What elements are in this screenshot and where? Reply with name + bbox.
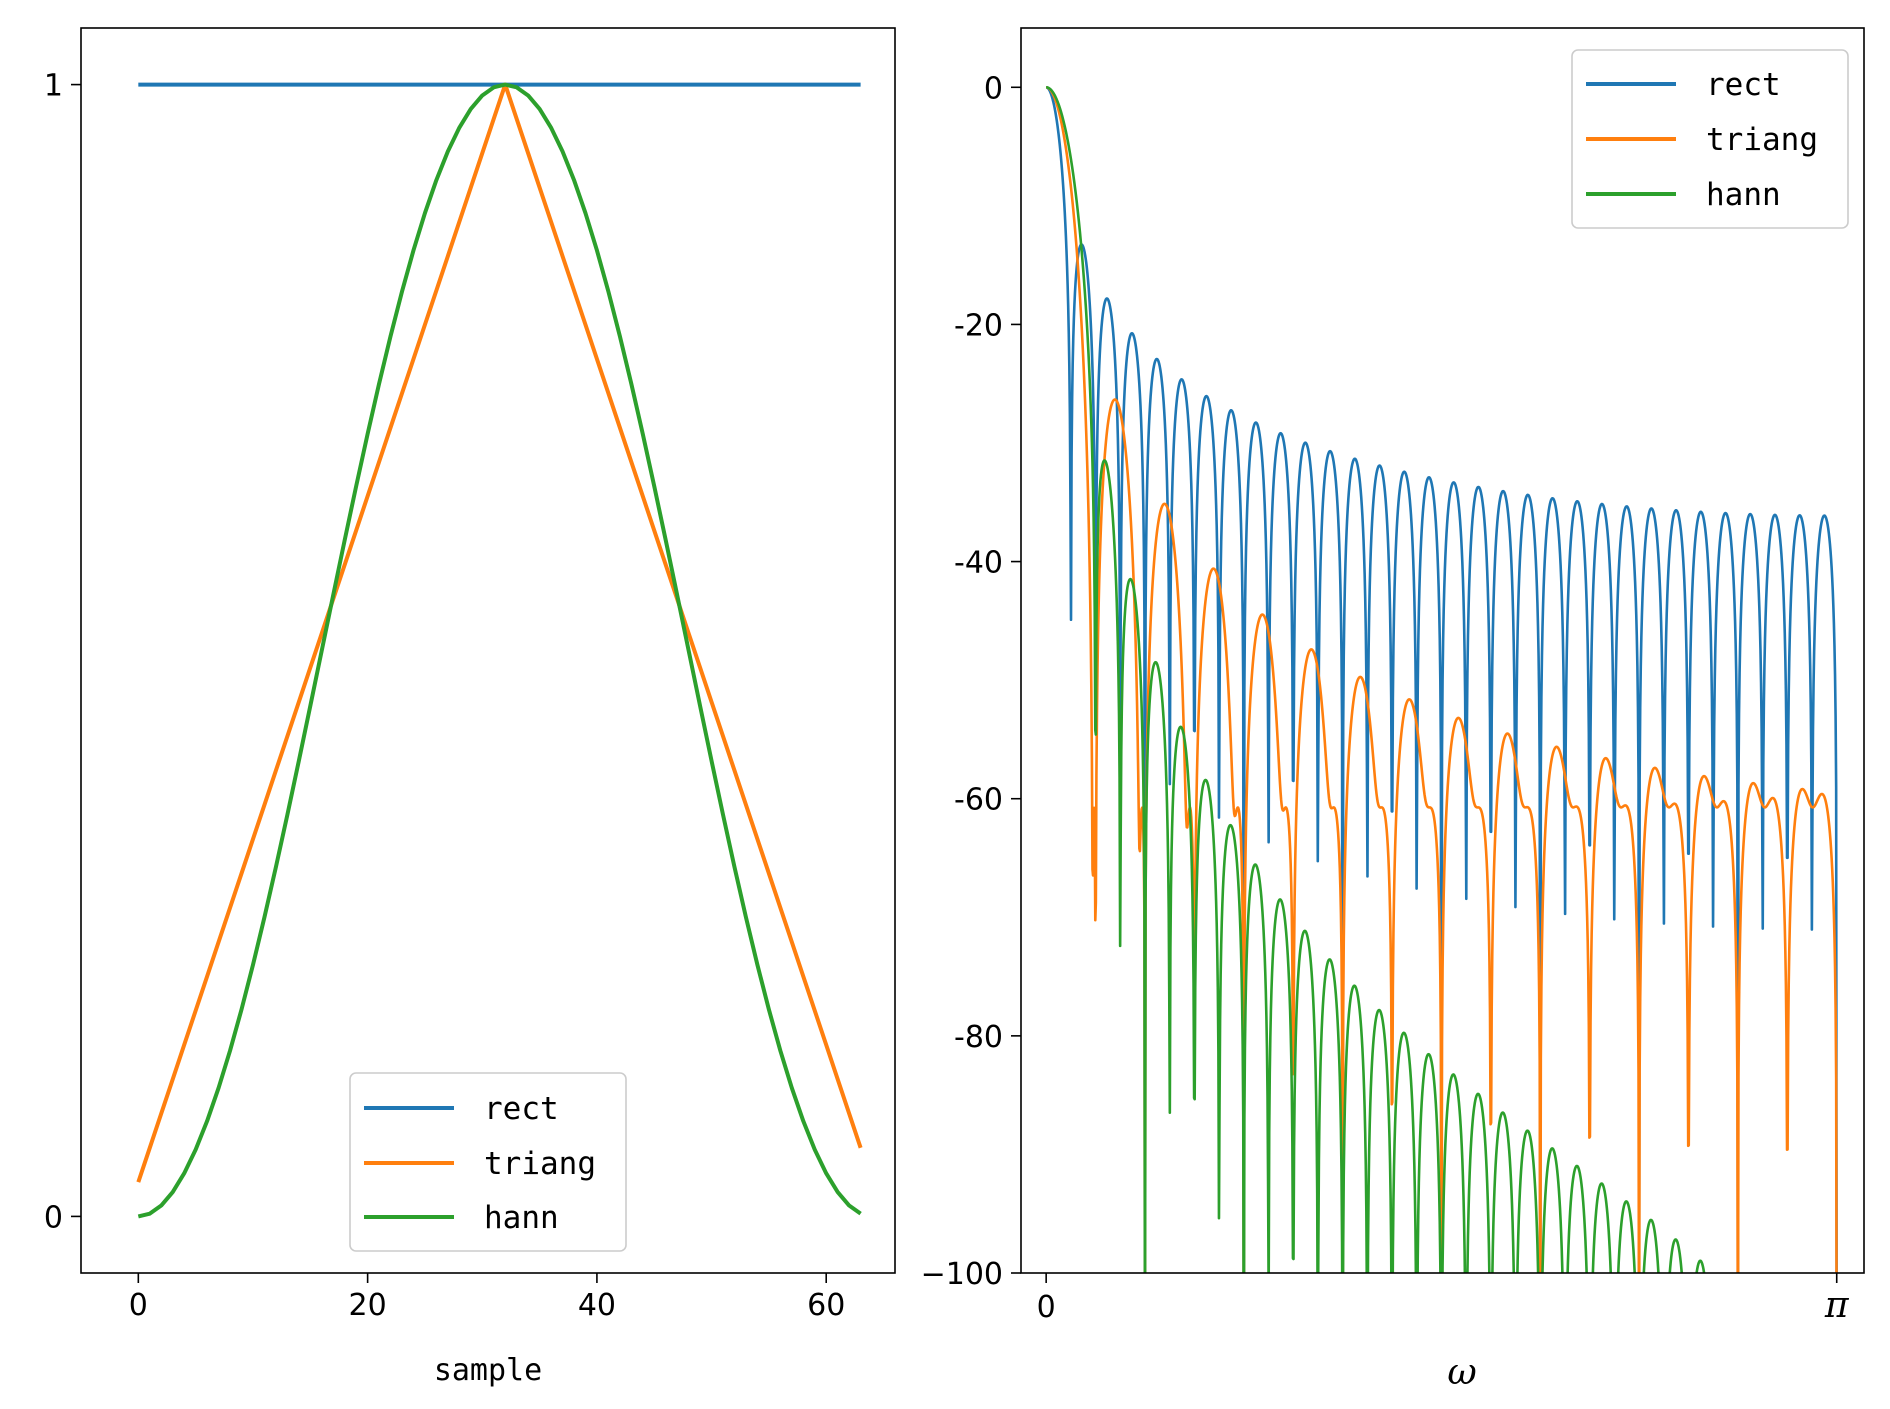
left-y-tick-label: 1: [44, 69, 63, 104]
left-chart: 0 20 40 60 01 sample rect triang hann: [44, 27, 896, 1388]
right-y-tick-label: -60: [954, 783, 1003, 818]
right-axes-frame: [1020, 27, 1865, 1274]
left-legend: rect triang hann: [349, 1072, 627, 1252]
left-legend-rect-label: rect: [484, 1091, 559, 1127]
left-y-tick-label: 0: [44, 1200, 63, 1235]
right-x-tick-label: π: [1824, 1285, 1850, 1326]
left-axes-frame: [80, 27, 896, 1274]
left-x-tick-label: 0: [129, 1288, 148, 1323]
right-y-tick-label: -40: [954, 546, 1003, 581]
right-x-tick-label: 0: [1037, 1290, 1056, 1325]
right-series-triang: [1045, 85, 1838, 1273]
right-legend-rect-label: rect: [1706, 67, 1781, 103]
left-x-tick-label: 40: [578, 1288, 616, 1323]
right-y-tick-label: −100: [921, 1257, 1003, 1292]
left-x-tick-label: 20: [349, 1288, 387, 1323]
left-legend-hann-label: hann: [484, 1200, 559, 1236]
right-x-axis-label: ω: [1447, 1352, 1476, 1393]
right-y-tick-label: -20: [954, 308, 1003, 343]
right-series-rect: [1045, 86, 1838, 1273]
right-legend-box: [1571, 49, 1849, 229]
left-legend-triang-label: triang: [484, 1146, 596, 1182]
left-legend-box: [349, 1072, 627, 1252]
right-legend: rect triang hann: [1571, 49, 1849, 229]
right-y-tick-label: -80: [954, 1020, 1003, 1055]
right-legend-triang-label: triang: [1706, 122, 1818, 158]
right-y-axis: 0 -20 -40 -60 -80 −100: [921, 71, 1021, 1292]
left-y-axis: 01: [44, 69, 81, 1235]
left-x-axis: 0 20 40 60: [129, 1273, 845, 1323]
left-series-hann: [137, 82, 862, 1219]
right-plot-area: [1045, 85, 1838, 1273]
left-x-axis-label: sample: [434, 1353, 542, 1388]
left-x-tick-label: 60: [807, 1288, 845, 1323]
right-y-tick-label: 0: [984, 71, 1003, 106]
left-plot-area: [136, 82, 863, 1219]
right-series-hann: [1045, 85, 1706, 1273]
right-legend-hann-label: hann: [1706, 177, 1781, 213]
left-series-triang: [136, 82, 863, 1183]
